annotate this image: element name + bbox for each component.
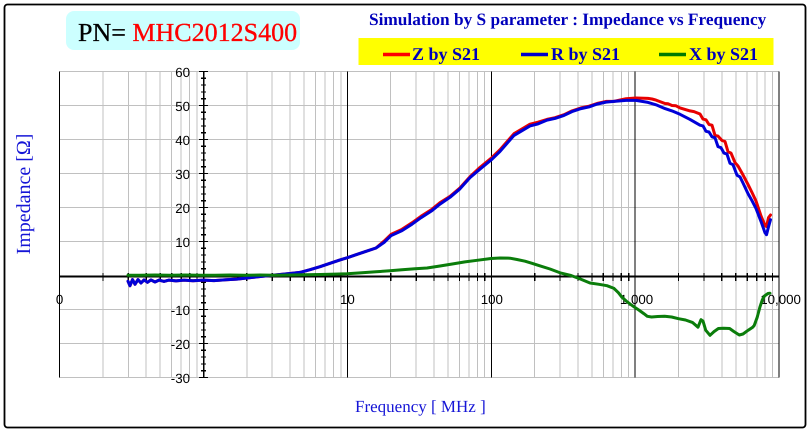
svg-text:10: 10 [340,292,355,307]
svg-text:30: 30 [175,167,190,182]
svg-text:X by S21: X by S21 [689,44,758,64]
svg-text:-30: -30 [171,371,190,386]
svg-text:10,000: 10,000 [760,292,801,307]
svg-text:PN= MHC2012S400: PN= MHC2012S400 [78,18,297,47]
svg-text:100: 100 [481,292,503,307]
svg-text:50: 50 [175,99,190,114]
svg-text:40: 40 [175,133,190,148]
svg-text:60: 60 [175,65,190,80]
svg-text:Impedance [Ω]: Impedance [Ω] [13,134,35,255]
svg-text:0: 0 [56,292,63,307]
svg-text:10: 10 [175,235,190,250]
svg-text:-20: -20 [171,337,190,352]
svg-text:20: 20 [175,201,190,216]
svg-text:-10: -10 [171,303,190,318]
svg-text:Simulation by S parameter : Im: Simulation by S parameter : Impedance vs… [369,10,767,29]
svg-text:Z by S21: Z by S21 [412,44,480,64]
svg-text:Frequency [ MHz ]: Frequency [ MHz ] [355,397,486,416]
svg-text:R by S21: R by S21 [551,44,620,64]
